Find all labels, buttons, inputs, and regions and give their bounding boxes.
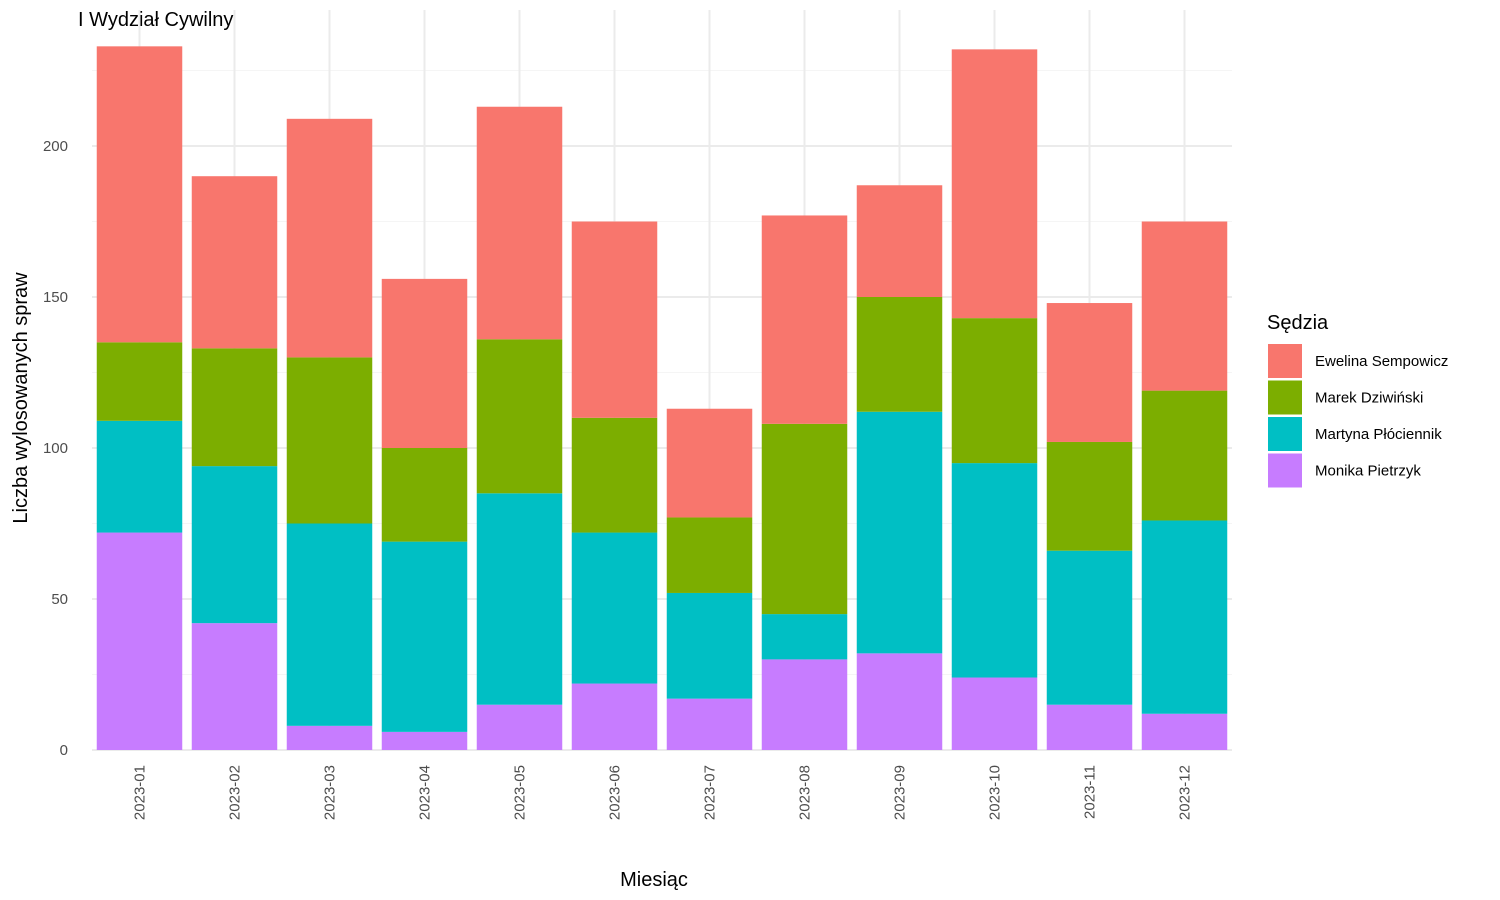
bar-segment bbox=[476, 493, 563, 705]
x-tick-label: 2023-05 bbox=[512, 765, 529, 820]
bar-segment bbox=[191, 176, 278, 349]
bar-segment bbox=[666, 592, 753, 699]
bar-segment bbox=[191, 348, 278, 467]
x-tick-label: 2023-02 bbox=[227, 765, 244, 820]
bar-segment bbox=[96, 46, 183, 343]
bar-segment bbox=[856, 185, 943, 297]
y-axis-ticks: 0 50 100 150 200 bbox=[43, 138, 68, 759]
bar-segment bbox=[381, 731, 468, 750]
bar-segment bbox=[761, 659, 848, 750]
legend-label: Ewelina Sempowicz bbox=[1315, 353, 1448, 370]
bar-segment bbox=[571, 221, 658, 418]
y-axis-title: Liczba wylosowanych spraw bbox=[10, 272, 32, 524]
y-tick-label: 150 bbox=[43, 289, 68, 306]
x-tick-label: 2023-03 bbox=[322, 765, 339, 820]
bar-segment bbox=[381, 448, 468, 542]
bar-segment bbox=[96, 532, 183, 750]
x-tick-label: 2023-04 bbox=[417, 765, 434, 820]
bar-segment bbox=[286, 357, 373, 524]
legend-swatch bbox=[1268, 417, 1302, 451]
bars bbox=[96, 46, 1228, 750]
legend: Sędzia Ewelina Sempowicz Marek Dziwiński M… bbox=[1267, 312, 1448, 488]
bar-segment bbox=[951, 318, 1038, 464]
bar-segment bbox=[381, 278, 468, 448]
x-tick-label: 2023-11 bbox=[1082, 765, 1099, 819]
x-tick-label: 2023-08 bbox=[797, 765, 814, 820]
legend-swatch bbox=[1268, 380, 1302, 415]
bar-segment bbox=[666, 698, 753, 750]
x-axis-title: Miesiąc bbox=[620, 869, 688, 891]
bar-segment bbox=[1046, 704, 1133, 750]
bar-segment bbox=[951, 463, 1038, 678]
x-tick-label: 2023-10 bbox=[987, 765, 1004, 820]
x-tick-label: 2023-01 bbox=[132, 765, 149, 820]
bar-segment bbox=[761, 423, 848, 615]
bar-segment bbox=[476, 106, 563, 340]
bar-segment bbox=[571, 532, 658, 684]
bar-segment bbox=[1046, 303, 1133, 442]
bar-segment bbox=[856, 297, 943, 412]
legend-swatch bbox=[1268, 344, 1302, 378]
bar-segment bbox=[96, 342, 183, 421]
x-tick-label: 2023-07 bbox=[702, 765, 719, 820]
bar-segment bbox=[1141, 221, 1228, 391]
bar-segment bbox=[951, 49, 1038, 319]
bar-segment bbox=[761, 215, 848, 424]
bar-segment bbox=[286, 523, 373, 726]
x-axis-ticks: 2023-01 2023-02 2023-03 2023-04 2023-05 2023-… bbox=[132, 765, 1194, 820]
legend-swatch bbox=[1268, 453, 1302, 488]
chart-title: I Wydział Cywilny bbox=[78, 9, 233, 31]
bar-segment bbox=[286, 725, 373, 750]
bar-segment bbox=[381, 541, 468, 732]
bar-segment bbox=[571, 417, 658, 533]
bar-segment bbox=[856, 411, 943, 654]
bar-segment bbox=[761, 614, 848, 660]
y-tick-label: 100 bbox=[43, 440, 68, 457]
legend-label: Martyna Płóciennik bbox=[1315, 426, 1442, 443]
bar-segment bbox=[1141, 390, 1228, 521]
y-tick-label: 200 bbox=[43, 138, 68, 155]
legend-label: Monika Pietrzyk bbox=[1315, 463, 1421, 480]
bar-segment bbox=[1046, 441, 1133, 551]
bar-segment bbox=[1141, 520, 1228, 714]
y-tick-label: 50 bbox=[51, 591, 68, 608]
x-tick-label: 2023-06 bbox=[607, 765, 624, 820]
bar-segment bbox=[856, 653, 943, 750]
y-tick-label: 0 bbox=[60, 742, 68, 759]
x-tick-label: 2023-09 bbox=[892, 765, 909, 820]
bar-segment bbox=[476, 339, 563, 494]
bar-segment bbox=[666, 408, 753, 518]
bar-segment bbox=[1141, 713, 1228, 750]
bar-segment bbox=[191, 623, 278, 750]
legend-title: Sędzia bbox=[1267, 312, 1329, 334]
bar-segment bbox=[476, 704, 563, 750]
x-tick-label: 2023-12 bbox=[1177, 765, 1194, 820]
bar-segment bbox=[951, 677, 1038, 750]
bar-segment bbox=[96, 420, 183, 533]
bar-segment bbox=[571, 683, 658, 750]
bar-segment bbox=[666, 517, 753, 593]
bar-segment bbox=[286, 118, 373, 358]
bar-segment bbox=[1046, 550, 1133, 705]
legend-label: Marek Dziwiński bbox=[1315, 390, 1423, 407]
bar-segment bbox=[191, 466, 278, 624]
